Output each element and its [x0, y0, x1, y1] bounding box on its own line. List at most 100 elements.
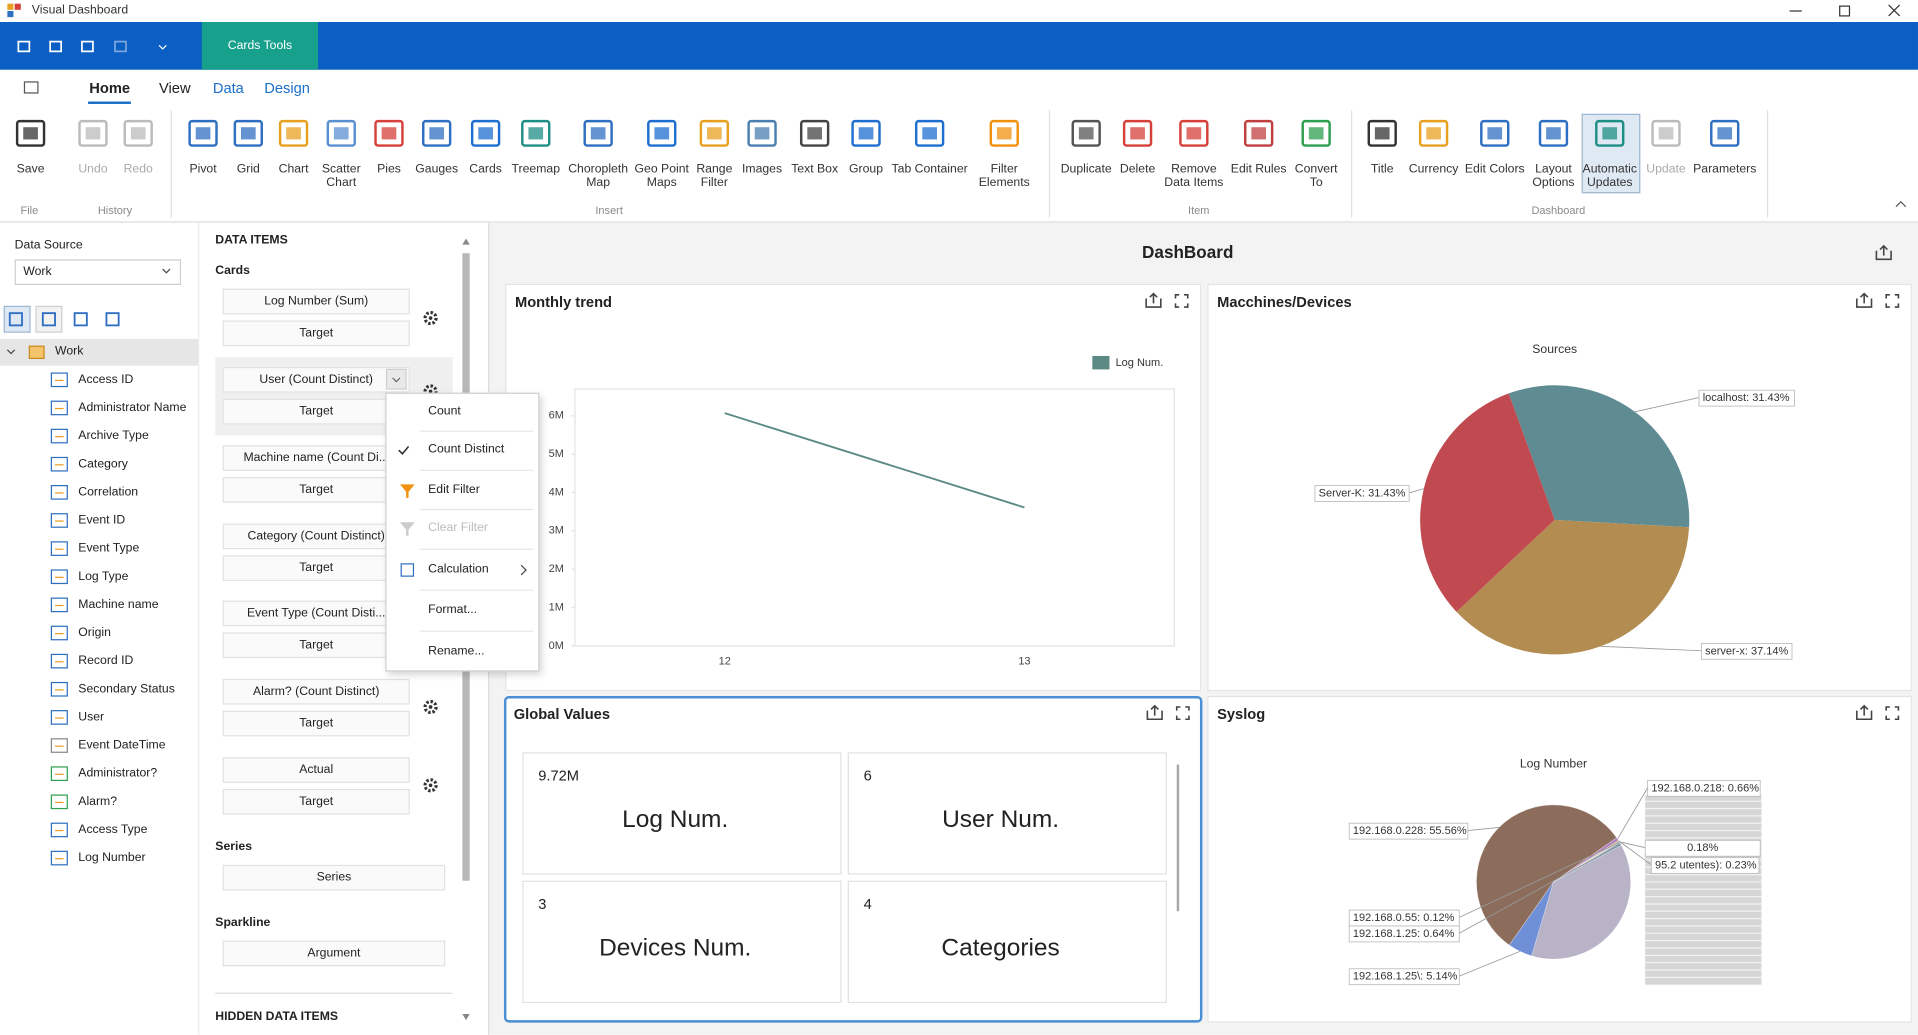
- label-leader: [1459, 843, 1621, 934]
- tree-field[interactable]: Archive Type: [78, 429, 149, 443]
- tree-field[interactable]: Access ID: [78, 373, 134, 387]
- ribbon-button[interactable]: Save: [16, 162, 45, 177]
- ribbon-button[interactable]: Scatter Chart: [321, 162, 361, 190]
- ribbon-button[interactable]: Chart: [278, 162, 309, 177]
- ribbon-button[interactable]: Images: [741, 162, 783, 177]
- gear-icon: [423, 778, 438, 793]
- data-item-box[interactable]: User (Count Distinct): [222, 366, 410, 393]
- ribbon-button[interactable]: Edit Colors: [1464, 162, 1525, 177]
- ribbon-button[interactable]: Delete: [1119, 162, 1156, 177]
- data-item-box[interactable]: Actual: [222, 757, 410, 783]
- tree-field[interactable]: Origin: [78, 626, 111, 640]
- button-icon: [799, 119, 830, 147]
- button-icon: [1071, 119, 1101, 147]
- ribbon-button[interactable]: Remove Data Items: [1164, 162, 1224, 190]
- ribbon-button[interactable]: Group: [849, 162, 884, 177]
- tree-field[interactable]: Access Type: [78, 823, 148, 837]
- data-item-box[interactable]: Target: [222, 555, 410, 582]
- ribbon-button[interactable]: Update: [1646, 162, 1686, 177]
- gear-icon: [423, 699, 438, 715]
- menu-item[interactable]: Count: [428, 404, 461, 419]
- ribbon-button[interactable]: Title: [1370, 162, 1394, 177]
- ribbon-button[interactable]: Geo Point Maps: [634, 162, 689, 190]
- data-item-box[interactable]: Machine name (Count Di...: [222, 445, 410, 471]
- tree-field[interactable]: Event DateTime: [78, 738, 166, 753]
- ribbon-button[interactable]: Currency: [1408, 162, 1459, 177]
- button-icon: [996, 127, 1012, 140]
- ribbon-button[interactable]: Redo: [123, 162, 153, 177]
- kpi-card[interactable]: [847, 880, 1167, 1004]
- tree-field[interactable]: Administrator?: [78, 766, 158, 781]
- ribbon-button[interactable]: Tab Container: [891, 162, 968, 177]
- data-item-box[interactable]: Argument: [222, 940, 446, 967]
- restore-button: [1839, 5, 1851, 17]
- toolbar-button-bg[interactable]: [3, 305, 31, 333]
- ribbon-group-label: History: [97, 204, 133, 217]
- ribbon-button[interactable]: Convert To: [1294, 162, 1338, 190]
- fullscreen-icon: [1175, 706, 1190, 721]
- button-icon: [699, 119, 730, 147]
- tree-field[interactable]: Secondary Status: [78, 682, 175, 697]
- data-item-box[interactable]: Target: [222, 398, 410, 425]
- ribbon-button[interactable]: Filter Elements: [978, 162, 1030, 190]
- ribbon-button[interactable]: Duplicate: [1060, 162, 1112, 177]
- ribbon-button[interactable]: Grid: [236, 162, 260, 177]
- tree-field[interactable]: Alarm?: [78, 795, 118, 809]
- data-item-box[interactable]: Target: [222, 632, 410, 659]
- item-menu-arrow: [392, 377, 401, 383]
- tree-field[interactable]: User: [78, 710, 105, 725]
- data-item-box[interactable]: Event Type (Count Disti...: [222, 600, 410, 627]
- kpi-card[interactable]: [847, 752, 1167, 875]
- menu-item[interactable]: Format...: [428, 603, 478, 617]
- tree-field[interactable]: Record ID: [78, 654, 134, 668]
- ribbon-button[interactable]: Treemap: [511, 162, 561, 177]
- section-title: DATA ITEMS: [215, 233, 288, 248]
- tree-field[interactable]: Correlation: [78, 485, 139, 500]
- tree-field[interactable]: Event ID: [78, 513, 126, 528]
- data-item-box[interactable]: Target: [222, 477, 410, 503]
- tree-field[interactable]: Machine name: [78, 598, 159, 612]
- ribbon-button[interactable]: Choropleth Map: [568, 162, 629, 190]
- data-item-box[interactable]: Series: [222, 864, 446, 891]
- ribbon-button[interactable]: Cards: [469, 162, 502, 177]
- data-item-box[interactable]: Target: [222, 320, 410, 347]
- toolbar-button-bg[interactable]: [35, 305, 63, 333]
- data-item-box[interactable]: Log Number (Sum): [222, 288, 410, 315]
- ribbon-button[interactable]: Automatic Updates: [1582, 162, 1637, 190]
- tree-root[interactable]: Work: [55, 344, 84, 359]
- menu-item[interactable]: Clear Filter: [428, 521, 488, 535]
- menu-item[interactable]: Edit Filter: [428, 483, 480, 497]
- tree-field[interactable]: Event Type: [78, 541, 140, 556]
- ribbon-button[interactable]: Range Filter: [696, 162, 733, 190]
- data-item-box[interactable]: Target: [222, 788, 410, 815]
- ribbon-tab[interactable]: Home: [89, 79, 131, 97]
- tree-field[interactable]: Administrator Name: [78, 401, 187, 415]
- context-tab[interactable]: Cards Tools: [201, 22, 319, 70]
- dashboard-panel[interactable]: [505, 283, 1202, 692]
- ribbon-button[interactable]: Layout Options: [1532, 162, 1575, 190]
- ribbon-tab[interactable]: View: [159, 79, 191, 97]
- ribbon-button[interactable]: Edit Rules: [1230, 162, 1287, 177]
- ribbon-tab[interactable]: Data: [212, 79, 244, 97]
- ribbon-button[interactable]: Pivot: [189, 162, 217, 177]
- ribbon-button[interactable]: Pies: [377, 162, 401, 177]
- data-source-dropdown[interactable]: Work: [14, 259, 182, 286]
- kpi-card[interactable]: [522, 880, 842, 1004]
- kpi-card[interactable]: [522, 752, 842, 875]
- data-item-box[interactable]: Category (Count Distinct): [222, 523, 410, 550]
- tree-field[interactable]: Category: [78, 457, 128, 471]
- ribbon-button[interactable]: Undo: [78, 162, 108, 177]
- tree-field[interactable]: Log Type: [78, 570, 129, 584]
- menu-item[interactable]: Rename...: [428, 644, 485, 659]
- ribbon-tab[interactable]: Design: [264, 79, 310, 97]
- menu-item[interactable]: Calculation: [428, 562, 489, 577]
- legend-label: Log Num.: [1116, 357, 1164, 369]
- ribbon-button[interactable]: Text Box: [791, 162, 839, 177]
- ribbon-button[interactable]: Gauges: [415, 162, 459, 177]
- data-item-box[interactable]: Target: [222, 710, 410, 737]
- menu-item[interactable]: Count Distinct: [428, 442, 505, 457]
- ribbon-button[interactable]: Parameters: [1693, 162, 1757, 177]
- tree-field[interactable]: Log Number: [78, 851, 146, 865]
- data-item-box[interactable]: Alarm? (Count Distinct): [222, 678, 410, 705]
